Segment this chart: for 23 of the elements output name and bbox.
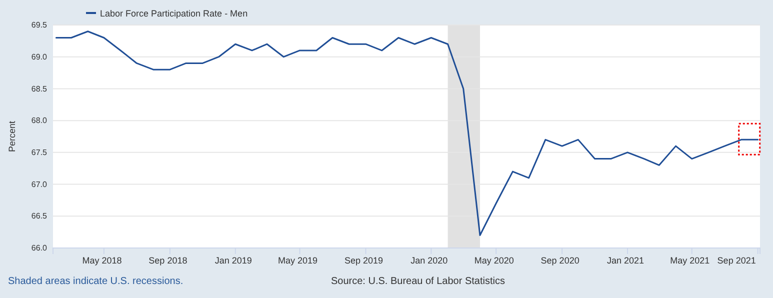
- x-tick-label: Jan 2020: [410, 255, 448, 266]
- x-tick-label: Sep 2019: [344, 255, 384, 266]
- y-tick-label: 68.0: [31, 116, 48, 126]
- x-tick-label: Sep 2021: [717, 255, 756, 266]
- x-tick-label: May 2020: [474, 255, 514, 266]
- x-tick-label: Jan 2021: [606, 255, 644, 266]
- y-axis-title: Percent: [7, 120, 17, 152]
- x-tick-label: May 2018: [82, 255, 122, 266]
- y-tick-label: 66.5: [31, 212, 48, 221]
- x-tick-label: May 2019: [278, 255, 318, 266]
- y-tick-label: 67.0: [31, 180, 48, 189]
- x-tick-label: Sep 2020: [540, 255, 580, 266]
- y-tick-label: 69.0: [31, 52, 48, 62]
- source-note: Source: U.S. Bureau of Labor Statistics: [331, 276, 505, 287]
- y-tick-label: 69.5: [31, 20, 48, 30]
- y-tick-label: 68.5: [31, 84, 48, 94]
- x-tick-label: Jan 2019: [214, 255, 252, 266]
- x-tick-label: Sep 2018: [148, 255, 188, 266]
- x-tick-label: May 2021: [670, 255, 710, 266]
- y-tick-label: 67.5: [31, 148, 48, 157]
- text: Shaded areas indicate U.S. recessions.: [8, 276, 184, 287]
- legend-label: Labor Force Participation Rate - Men: [100, 8, 248, 18]
- y-tick-label: 66.0: [31, 244, 48, 253]
